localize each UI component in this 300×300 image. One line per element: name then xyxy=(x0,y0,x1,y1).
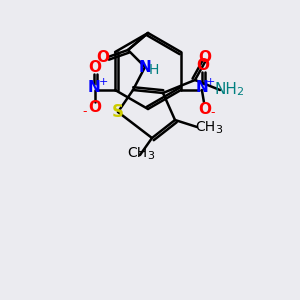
Text: CH: CH xyxy=(195,120,215,134)
Text: O: O xyxy=(88,100,102,116)
Text: CH: CH xyxy=(127,146,147,160)
Text: 3: 3 xyxy=(148,151,154,161)
Text: NH: NH xyxy=(214,82,237,97)
Text: N: N xyxy=(88,80,100,94)
Text: S: S xyxy=(112,103,124,121)
Text: +: + xyxy=(98,77,108,87)
Text: N: N xyxy=(139,59,152,74)
Text: 3: 3 xyxy=(215,125,223,135)
Text: H: H xyxy=(149,63,159,77)
Text: O: O xyxy=(196,58,209,74)
Text: O: O xyxy=(199,50,212,65)
Text: O: O xyxy=(88,61,102,76)
Text: -: - xyxy=(83,106,87,118)
Text: N: N xyxy=(196,80,208,94)
Text: 2: 2 xyxy=(236,87,244,97)
Text: O: O xyxy=(97,50,110,64)
Text: -: - xyxy=(211,106,215,119)
Text: +: + xyxy=(206,77,216,87)
Text: O: O xyxy=(198,101,212,116)
